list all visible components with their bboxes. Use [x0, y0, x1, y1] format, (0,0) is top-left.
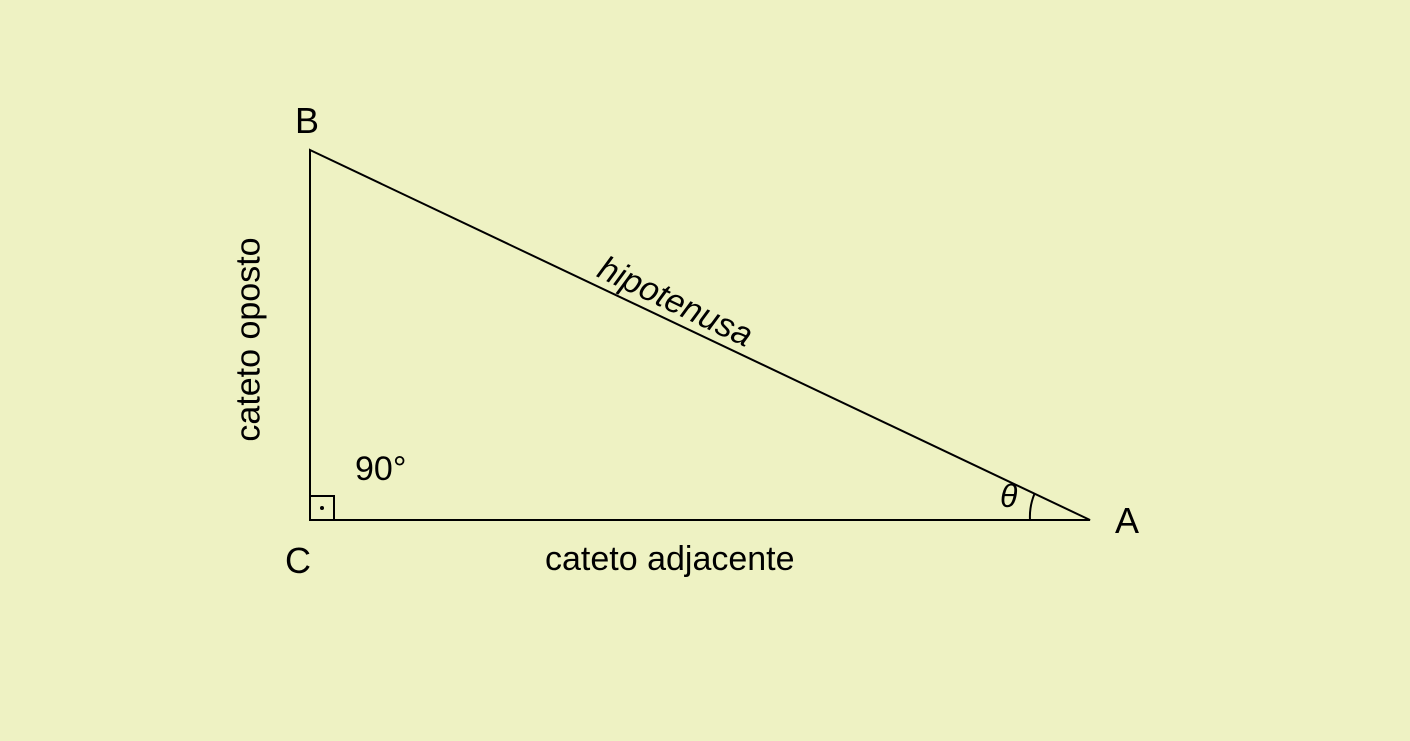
right-angle-label: 90°	[355, 450, 406, 489]
right-angle-dot	[320, 506, 324, 510]
opposite-label: cateto oposto	[230, 237, 269, 441]
theta-label: θ	[1000, 478, 1017, 515]
background-rect	[0, 0, 1410, 741]
vertex-label-b: B	[295, 100, 319, 142]
vertex-label-c: C	[285, 540, 311, 582]
diagram-canvas: B C A hipotenusa cateto adjacente cateto…	[0, 0, 1410, 741]
triangle-svg	[0, 0, 1410, 741]
adjacent-label: cateto adjacente	[545, 540, 795, 579]
vertex-label-a: A	[1115, 500, 1139, 542]
